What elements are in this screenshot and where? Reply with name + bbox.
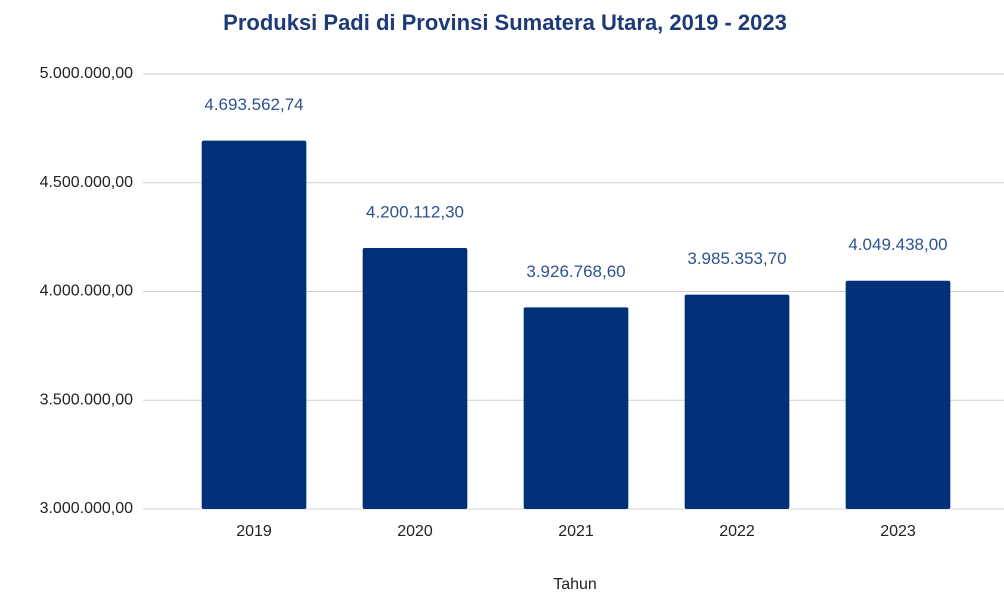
x-axis-label: Tahun (553, 576, 597, 593)
x-tick-label: 2023 (880, 523, 916, 540)
data-label: 4.693.562,74 (204, 95, 303, 114)
data-label: 4.200.112,30 (366, 202, 464, 221)
bar (362, 247, 468, 509)
data-label: 3.926.768,60 (526, 262, 625, 281)
data-label: 4.049.438,00 (848, 235, 947, 254)
x-tick-label: 2020 (397, 523, 433, 540)
bar (845, 280, 951, 509)
y-tick-label: 3.000.000,00 (40, 500, 134, 517)
x-tick-label: 2021 (558, 523, 594, 540)
y-tick-label: 5.000.000,00 (40, 65, 134, 82)
bar (523, 307, 629, 509)
bar (684, 294, 790, 509)
chart-title: Produksi Padi di Provinsi Sumatera Utara… (223, 10, 787, 35)
bar (201, 140, 307, 510)
y-tick-label: 4.000.000,00 (40, 283, 134, 300)
data-label: 3.985.353,70 (687, 249, 786, 268)
x-tick-label: 2019 (236, 523, 272, 540)
x-tick-label: 2022 (719, 523, 755, 540)
y-tick-label: 4.500.000,00 (40, 174, 134, 191)
y-tick-label: 3.500.000,00 (40, 391, 134, 408)
